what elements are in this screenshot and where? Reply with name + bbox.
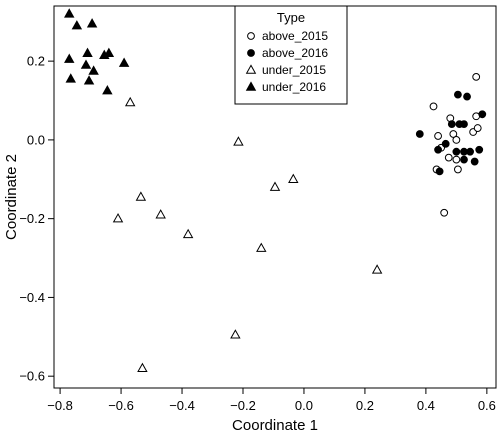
point-under_2016 <box>83 75 95 85</box>
x-axis: −0.8 −0.6 −0.4 −0.2 0.0 0.2 0.4 0.6 <box>47 388 496 413</box>
point-under_2015 <box>137 362 148 373</box>
point-above_2015 <box>452 135 461 144</box>
point-under_2016 <box>86 18 98 28</box>
point-above_2015 <box>452 155 461 164</box>
x-tick-label: 0.2 <box>356 398 374 413</box>
point-above_2015 <box>473 124 482 132</box>
point-above_2016 <box>415 130 424 138</box>
point-under_2015 <box>288 173 299 183</box>
point-under_2016 <box>103 47 115 57</box>
legend-label-above_2015: above_2015 <box>262 29 328 43</box>
point-under_2016 <box>71 20 83 30</box>
point-above_2016 <box>460 120 468 129</box>
point-above_2016 <box>470 157 479 166</box>
point-under_2015 <box>182 228 194 239</box>
legend-label-under_2015: under_2015 <box>262 63 326 77</box>
point-under_2016 <box>102 85 113 95</box>
point-above_2016 <box>435 167 444 176</box>
legend-marker-above_2016 <box>247 49 255 57</box>
point-above_2015 <box>444 153 453 162</box>
legend-marker-under_2016 <box>245 81 257 91</box>
legend-marker-under_2015 <box>245 64 257 74</box>
point-under_2015 <box>256 242 267 252</box>
point-under_2015 <box>135 191 147 201</box>
point-under_2016 <box>80 59 92 69</box>
legend-label-above_2016: above_2016 <box>262 46 328 60</box>
series-under_2015 <box>112 96 383 373</box>
point-above_2016 <box>478 110 487 119</box>
point-under_2015 <box>112 213 124 223</box>
x-tick-label: 0.4 <box>417 398 435 413</box>
point-under_2016 <box>64 8 75 18</box>
series-under_2016 <box>64 8 130 95</box>
point-above_2016 <box>460 155 468 164</box>
point-under_2016 <box>88 65 99 75</box>
y-tick-label: −0.6 <box>19 369 45 384</box>
point-above_2015 <box>449 130 458 138</box>
point-under_2015 <box>371 264 383 274</box>
x-axis-title: Coordinate 1 <box>232 417 318 434</box>
y-axis-title: Coordinate 2 <box>3 154 20 240</box>
legend-title: Type <box>277 10 305 25</box>
series-above_2016 <box>415 90 487 176</box>
point-under_2016 <box>65 73 76 83</box>
point-above_2016 <box>452 147 461 156</box>
point-above_2016 <box>441 139 450 148</box>
y-tick-label: 0.2 <box>27 54 45 69</box>
point-above_2016 <box>453 90 462 99</box>
x-tick-label: −0.4 <box>169 398 195 413</box>
point-above_2016 <box>475 145 484 154</box>
point-above_2015 <box>453 165 462 174</box>
point-under_2016 <box>64 53 75 63</box>
point-above_2016 <box>466 147 474 156</box>
x-tick-label: −0.6 <box>108 398 134 413</box>
point-under_2016 <box>82 47 93 57</box>
point-above_2015 <box>429 102 438 111</box>
point-under_2015 <box>155 209 166 219</box>
legend-marker-above_2015 <box>247 32 255 40</box>
data-points <box>64 8 487 373</box>
point-above_2016 <box>434 145 442 154</box>
y-axis: −0.6 −0.4 −0.2 0.0 0.2 <box>19 54 54 384</box>
point-under_2015 <box>269 181 281 191</box>
point-under_2015 <box>124 96 136 107</box>
legend-entries: above_2015 above_2016 under_2015 under_2016 <box>245 29 328 94</box>
point-above_2016 <box>447 120 456 129</box>
x-tick-label: 0.6 <box>478 398 496 413</box>
y-tick-label: 0.0 <box>27 132 45 147</box>
y-tick-label: −0.4 <box>19 290 45 305</box>
legend: Type above_2015 above_2016 under_2015under… <box>234 5 348 105</box>
point-under_2015 <box>233 136 244 146</box>
x-tick-label: −0.8 <box>47 398 73 413</box>
legend-label-under_2016: under_2016 <box>262 80 326 94</box>
point-above_2015 <box>472 72 481 81</box>
point-above_2015 <box>440 208 449 217</box>
point-above_2016 <box>463 92 471 101</box>
point-under_2015 <box>230 329 241 339</box>
x-tick-label: 0.0 <box>295 398 313 413</box>
point-under_2016 <box>118 57 130 67</box>
y-tick-label: −0.2 <box>19 211 45 226</box>
point-above_2015 <box>434 132 442 140</box>
x-tick-label: −0.2 <box>230 398 256 413</box>
